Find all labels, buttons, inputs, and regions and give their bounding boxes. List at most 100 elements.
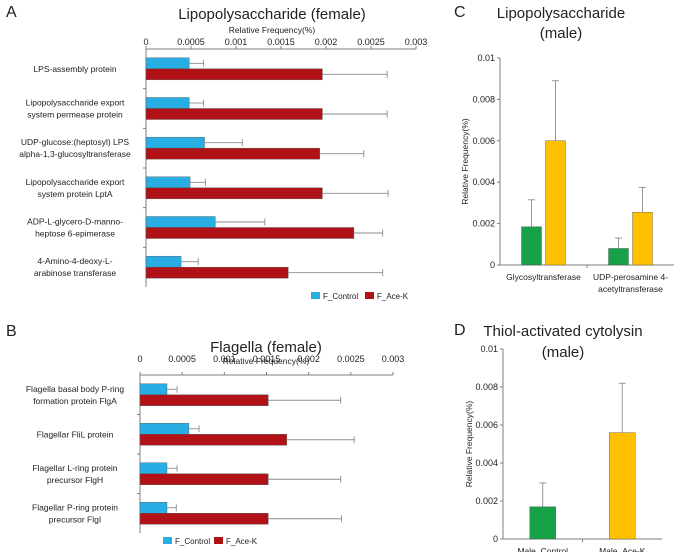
- category-label: acetyltransferase: [598, 284, 663, 294]
- bar-f-ace-k-4: [145, 227, 355, 239]
- category-label: Flagella basal body P-ring: [26, 384, 125, 394]
- y-tick-label: 0.002: [472, 219, 495, 229]
- legend-swatch: [163, 537, 172, 544]
- y-tick-label: 0.01: [480, 344, 498, 354]
- category-label: precursor FlgH: [47, 475, 103, 485]
- x-tick-label: 0.001: [225, 37, 248, 47]
- category-label: alpha-1,3-glucosyltransferase: [19, 149, 131, 159]
- category-label: Male_Control: [517, 546, 568, 552]
- legend-label: F_Ace-K: [377, 292, 409, 301]
- chart-a: 0 0.0005 0.001 0.0015 0.002 0.0025 0.003 LPS-as…: [19, 37, 427, 301]
- bar-f-ace-k-0: [139, 394, 269, 406]
- y-axis-label: Relative Frequency(%): [464, 401, 474, 488]
- x-tick-label: 0.0025: [337, 354, 365, 364]
- bar-f-control-4: [145, 216, 216, 228]
- category-label: formation protein FlgA: [33, 396, 117, 406]
- x-tick-label: 0.0025: [357, 37, 385, 47]
- x-tick-label: 0.001: [213, 354, 236, 364]
- bar-1: [609, 432, 636, 540]
- bar-f-control-3: [139, 502, 168, 514]
- y-tick-label: 0.008: [472, 94, 495, 104]
- bar-male-control-0: [521, 226, 542, 266]
- bar-f-control-2: [139, 462, 168, 474]
- legend-label: F_Control: [323, 292, 358, 301]
- bar-f-ace-k-1: [145, 108, 323, 120]
- category-label: UDP-perosamine 4-: [593, 272, 668, 282]
- category-label: arabinose transferase: [34, 268, 116, 278]
- y-tick-label: 0.01: [477, 53, 495, 63]
- x-tick-label: 0.003: [405, 37, 428, 47]
- y-tick-label: 0.004: [472, 177, 495, 187]
- bar-f-control-3: [145, 176, 191, 189]
- chart-c-title-line1: Lipopolysaccharide: [497, 5, 625, 22]
- chart-b: 0 0.0005 0.001 0.0015 0.002 0.0025 0.003 Flagel…: [26, 354, 404, 546]
- category-label: Lipopolysaccharide export: [26, 177, 125, 187]
- bar-f-control-1: [139, 423, 190, 435]
- category-label: Lipopolysaccharide export: [26, 98, 125, 108]
- x-tick-label: 0: [143, 37, 148, 47]
- bar-f-control-1: [145, 97, 190, 109]
- category-label: Flagellar FliL protein: [37, 429, 114, 439]
- legend-swatch: [214, 537, 223, 544]
- bar-f-ace-k-3: [139, 513, 269, 525]
- x-tick-label: 0.002: [315, 37, 338, 47]
- x-tick-label: 0: [137, 354, 142, 364]
- bar-f-ace-k-0: [145, 68, 323, 81]
- chart-a-title: Lipopolysaccharide (female): [178, 6, 366, 23]
- bar-male-ace-k-0: [545, 140, 566, 266]
- y-tick-label: 0.002: [475, 496, 498, 506]
- chart-a-xlabel: Relative Frequency(%): [229, 25, 316, 35]
- category-label: 4-Amino-4-deoxy-L-: [37, 256, 112, 266]
- y-tick-label: 0.008: [475, 382, 498, 392]
- x-tick-label: 0.003: [382, 354, 405, 364]
- y-tick-label: 0.004: [475, 458, 498, 468]
- bar-f-control-5: [145, 255, 182, 268]
- bar-f-ace-k-1: [139, 434, 287, 446]
- y-tick-label: 0: [490, 260, 495, 270]
- y-tick-label: 0: [493, 534, 498, 544]
- category-label: LPS-assembly protein: [33, 64, 116, 74]
- y-axis-label: Relative Frequency(%): [460, 118, 470, 205]
- x-tick-label: 0.0015: [253, 354, 281, 364]
- chart-d: 0 0.002 0.004 0.006 0.008 0.01 Relative Freque…: [464, 344, 662, 552]
- chart-c-title-line2: (male): [540, 25, 583, 42]
- legend-swatch: [365, 292, 374, 299]
- category-label: ADP-L-glycero-D-manno-: [27, 217, 123, 227]
- bar-male-control-1: [608, 248, 629, 266]
- bar-f-ace-k-2: [139, 473, 269, 485]
- panel-letter-b: B: [6, 323, 17, 340]
- chart-d-title-line2: (male): [542, 344, 585, 361]
- panel-letter-d: D: [454, 322, 466, 339]
- category-label: UDP-glucose:(heptosyl) LPS: [21, 137, 130, 147]
- bar-f-ace-k-2: [145, 147, 320, 160]
- chart-c: 0 0.002 0.004 0.006 0.008 0.01 Relative Freque…: [460, 53, 674, 294]
- legend-label: F_Ace-K: [226, 537, 258, 546]
- y-tick-label: 0.006: [472, 136, 495, 146]
- category-label: Male_Ace-K: [599, 546, 646, 552]
- bar-f-control-0: [139, 383, 168, 395]
- bar-f-ace-k-5: [145, 266, 289, 279]
- x-tick-label: 0.0005: [168, 354, 196, 364]
- chart-b-xlabel: Relative Frequency(%): [223, 356, 310, 366]
- panel-letter-c: C: [454, 4, 466, 21]
- chart-d-title-line1: Thiol-activated cytolysin: [483, 323, 642, 340]
- bar-f-control-0: [145, 57, 190, 70]
- bar-male-ace-k-1: [632, 212, 653, 266]
- y-tick-label: 0.006: [475, 420, 498, 430]
- chart-b-title: Flagella (female): [210, 339, 322, 356]
- legend-label: F_Control: [175, 537, 210, 546]
- panel-letter-a: A: [6, 4, 17, 21]
- x-tick-label: 0.002: [297, 354, 320, 364]
- category-label: heptose 6-epimerase: [35, 229, 115, 239]
- category-label: Glycosyltransferase: [506, 272, 581, 282]
- legend-swatch: [311, 292, 320, 299]
- category-label: Flagellar P-ring protein: [32, 502, 118, 512]
- category-label: system permease protein: [27, 110, 123, 120]
- bar-f-ace-k-3: [145, 187, 323, 200]
- bar-0: [529, 506, 556, 540]
- category-label: Flagellar L-ring protein: [32, 463, 117, 473]
- x-tick-label: 0.0015: [267, 37, 295, 47]
- bar-f-control-2: [145, 136, 205, 149]
- x-tick-label: 0.0005: [177, 37, 205, 47]
